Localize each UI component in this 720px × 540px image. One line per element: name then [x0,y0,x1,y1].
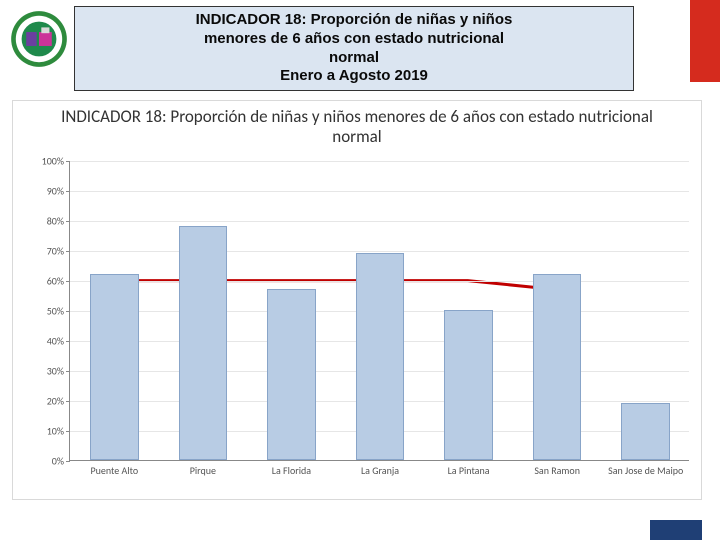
x-axis-label: Puente Alto [74,465,154,476]
y-tick [66,221,70,222]
y-axis-label: 90% [28,185,64,198]
plot-area: 0%10%20%30%40%50%60%70%80%90%100%Puente … [69,161,689,461]
y-tick [66,401,70,402]
grid-line [70,191,689,192]
header-line-4: Enero a Agosto 2019 [83,67,625,86]
y-axis-label: 40% [28,335,64,348]
org-logo-icon [10,10,68,68]
y-tick [66,191,70,192]
chart-title: INDICADOR 18: Proporción de niñas y niño… [13,101,701,150]
y-axis-label: 30% [28,365,64,378]
bar [90,274,139,460]
bar [179,226,228,460]
y-tick [66,461,70,462]
bar [621,403,670,460]
x-axis-label: San Jose de Maipo [606,465,686,476]
grid-line [70,251,689,252]
header-line-3: normal [83,49,625,68]
accent-red-stripe [690,0,720,82]
y-axis-label: 10% [28,425,64,438]
y-axis-label: 0% [28,455,64,468]
grid-line [70,161,689,162]
y-axis-label: 80% [28,215,64,228]
y-tick [66,431,70,432]
y-tick [66,341,70,342]
bar [444,310,493,460]
y-tick [66,371,70,372]
x-axis-label: Pirque [163,465,243,476]
x-axis-label: La Florida [251,465,331,476]
y-axis-label: 70% [28,245,64,258]
y-tick [66,251,70,252]
y-tick [66,281,70,282]
header-box: INDICADOR 18: Proporción de niñas y niño… [74,6,634,91]
y-axis-label: 20% [28,395,64,408]
y-axis-label: 100% [28,155,64,168]
accent-blue-block [650,520,702,540]
x-axis-label: La Pintana [429,465,509,476]
y-tick [66,311,70,312]
y-axis-label: 60% [28,275,64,288]
header-line-1: INDICADOR 18: Proporción de niñas y niño… [83,11,625,30]
y-tick [66,161,70,162]
x-axis-label: La Granja [340,465,420,476]
chart-container: INDICADOR 18: Proporción de niñas y niño… [12,100,702,500]
grid-line [70,221,689,222]
x-axis-label: San Ramon [517,465,597,476]
header-line-2: menores de 6 años con estado nutricional [83,30,625,49]
y-axis-label: 50% [28,305,64,318]
bar [356,253,405,460]
bar [267,289,316,460]
bar [533,274,582,460]
